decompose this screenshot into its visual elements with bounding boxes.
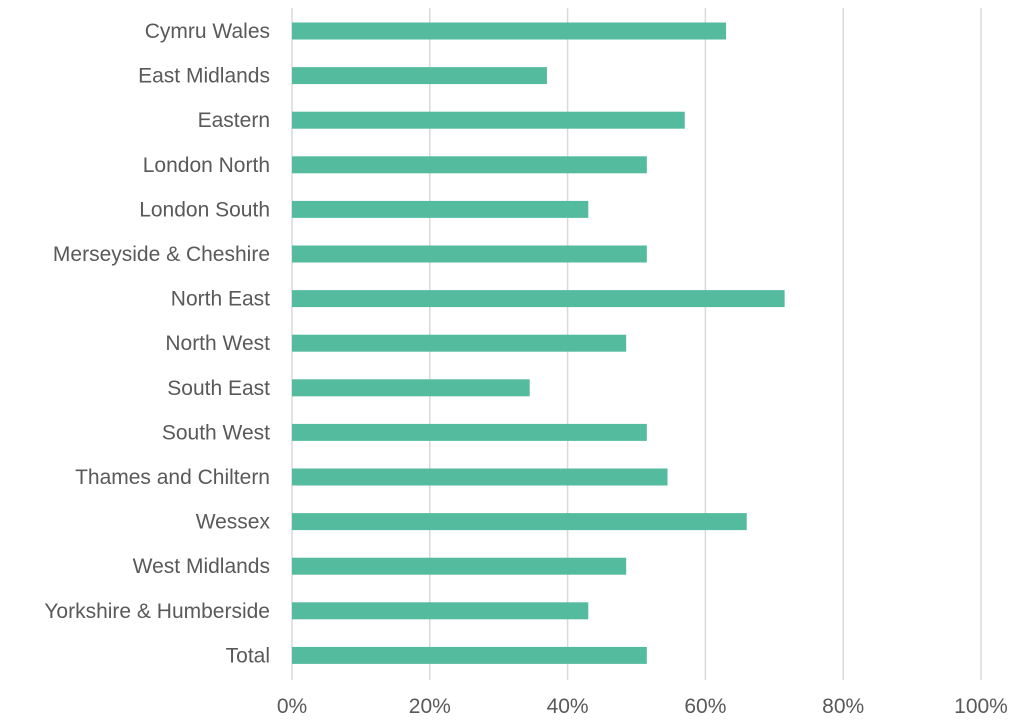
- category-label: Wessex: [196, 511, 271, 534]
- bar-thames-and-chiltern: [292, 468, 668, 486]
- category-label: South West: [162, 421, 270, 444]
- bar-eastern: [292, 111, 685, 129]
- x-tick-label: 60%: [684, 695, 726, 718]
- bar-east-midlands: [292, 67, 547, 85]
- category-label: Yorkshire & Humberside: [44, 600, 270, 623]
- bar-north-west: [292, 334, 627, 352]
- category-label: London North: [143, 154, 270, 177]
- bar-merseyside-cheshire: [292, 245, 647, 263]
- category-label: Cymru Wales: [145, 20, 270, 43]
- x-tick-label: 0%: [277, 695, 307, 718]
- x-tick-label: 100%: [954, 695, 1008, 718]
- category-label: Thames and Chiltern: [75, 466, 270, 489]
- bars: [292, 22, 785, 664]
- bar-west-midlands: [292, 557, 627, 575]
- category-label: Total: [226, 644, 270, 667]
- bar-wessex: [292, 513, 747, 531]
- category-label: London South: [139, 198, 270, 221]
- category-label: North East: [171, 288, 270, 311]
- category-labels: Cymru Wales East Midlands Eastern London No…: [44, 20, 270, 667]
- bar-north-east: [292, 290, 785, 308]
- category-label: East Midlands: [138, 65, 270, 88]
- category-label: West Midlands: [133, 555, 270, 578]
- bar-london-south: [292, 200, 589, 218]
- x-tick-label: 80%: [822, 695, 864, 718]
- x-tick-label: 40%: [547, 695, 589, 718]
- bar-yorkshire-humberside: [292, 602, 589, 620]
- bar-south-west: [292, 423, 647, 441]
- bar-total: [292, 646, 647, 664]
- category-label: South East: [167, 377, 270, 400]
- bar-south-east: [292, 379, 530, 397]
- category-label: Eastern: [198, 109, 270, 132]
- category-label: Merseyside & Cheshire: [53, 243, 270, 266]
- x-tick-label: 20%: [409, 695, 451, 718]
- bar-london-north: [292, 156, 647, 174]
- x-axis-tick-labels: 0% 20% 40% 60% 80% 100%: [277, 695, 1008, 718]
- category-label: North West: [165, 332, 270, 355]
- bar-cymru-wales: [292, 22, 727, 40]
